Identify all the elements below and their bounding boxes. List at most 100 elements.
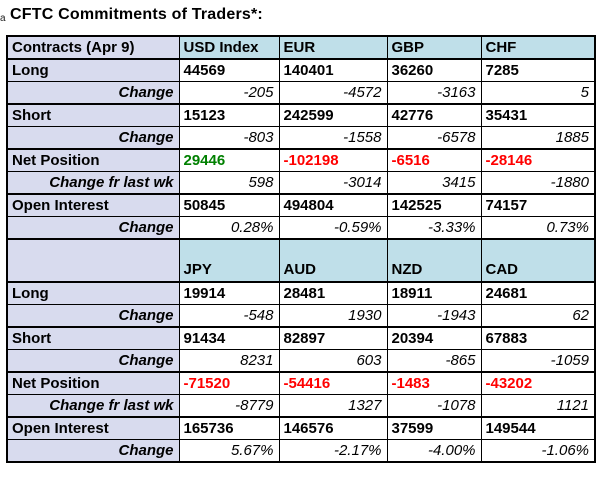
table-row: Long 19914 28481 18911 24681	[6, 281, 596, 305]
table-row: Long 44569 140401 36260 7285	[6, 58, 596, 82]
row-group-header-cell	[6, 238, 180, 283]
value-cell: -71520	[178, 371, 280, 395]
row-label-cell: Change	[6, 304, 180, 328]
table-row: Net Position -71520 -54416 -1483 -43202	[6, 371, 596, 395]
value-cell: -8779	[178, 394, 280, 418]
cot-table: Contracts (Apr 9) USD Index EUR GBP CHF Long 4…	[6, 35, 596, 463]
section-header-row: Contracts (Apr 9) USD Index EUR GBP CHF	[6, 35, 596, 60]
value-cell: 494804	[278, 193, 388, 217]
value-cell: 29446	[178, 148, 280, 172]
row-group-header-cell: Contracts (Apr 9)	[6, 35, 180, 60]
table-row: Change -548 1930 -1943 62	[6, 304, 596, 328]
value-cell: 603	[278, 349, 388, 373]
value-cell: 82897	[278, 326, 388, 350]
value-cell: -1558	[278, 126, 388, 150]
clipped-edge-glyph: a	[0, 13, 6, 24]
table-row: Change -803 -1558 -6578 1885	[6, 126, 596, 150]
row-label-cell: Change	[6, 439, 180, 463]
table-row: Short 15123 242599 42776 35431	[6, 103, 596, 127]
value-cell: -43202	[480, 371, 596, 395]
row-label-cell: Short	[6, 326, 180, 350]
value-cell: 1327	[278, 394, 388, 418]
value-cell: 15123	[178, 103, 280, 127]
row-label-cell: Change	[6, 81, 180, 105]
value-cell: 149544	[480, 416, 596, 440]
value-cell: 67883	[480, 326, 596, 350]
column-header-cell: CAD	[480, 238, 596, 283]
table-row: Change 0.28% -0.59% -3.33% 0.73%	[6, 216, 596, 240]
table-row: Change fr last wk -8779 1327 -1078 1121	[6, 394, 596, 418]
value-cell: -1943	[386, 304, 482, 328]
value-cell: 18911	[386, 281, 482, 305]
value-cell: 35431	[480, 103, 596, 127]
row-label-cell: Open Interest	[6, 416, 180, 440]
value-cell: 91434	[178, 326, 280, 350]
table-row: Open Interest 165736 146576 37599 149544	[6, 416, 596, 440]
value-cell: -6516	[386, 148, 482, 172]
value-cell: -1483	[386, 371, 482, 395]
value-cell: -1059	[480, 349, 596, 373]
value-cell: 1930	[278, 304, 388, 328]
page-title: CFTC Commitments of Traders*:	[10, 6, 263, 23]
value-cell: 19914	[178, 281, 280, 305]
value-cell: 44569	[178, 58, 280, 82]
value-cell: 1885	[480, 126, 596, 150]
value-cell: 7285	[480, 58, 596, 82]
row-label-cell: Change	[6, 126, 180, 150]
column-header-cell: JPY	[178, 238, 280, 283]
value-cell: 142525	[386, 193, 482, 217]
value-cell: -3014	[278, 171, 388, 195]
value-cell: -1880	[480, 171, 596, 195]
value-cell: -3163	[386, 81, 482, 105]
value-cell: 0.73%	[480, 216, 596, 240]
value-cell: 242599	[278, 103, 388, 127]
value-cell: -1.06%	[480, 439, 596, 463]
value-cell: 36260	[386, 58, 482, 82]
title-row: a CFTC Commitments of Traders*:	[0, 0, 600, 35]
row-label-cell: Change	[6, 349, 180, 373]
row-label-cell: Open Interest	[6, 193, 180, 217]
table-row: Change fr last wk 598 -3014 3415 -1880	[6, 171, 596, 195]
row-label-cell: Long	[6, 58, 180, 82]
column-header-cell: GBP	[386, 35, 482, 60]
value-cell: 74157	[480, 193, 596, 217]
value-cell: 50845	[178, 193, 280, 217]
value-cell: 5.67%	[178, 439, 280, 463]
value-cell: -54416	[278, 371, 388, 395]
table-row: Net Position 29446 -102198 -6516 -28146	[6, 148, 596, 172]
row-label-cell: Change	[6, 216, 180, 240]
value-cell: 62	[480, 304, 596, 328]
value-cell: 598	[178, 171, 280, 195]
value-cell: 146576	[278, 416, 388, 440]
column-header-cell: EUR	[278, 35, 388, 60]
column-header-cell: USD Index	[178, 35, 280, 60]
value-cell: 140401	[278, 58, 388, 82]
value-cell: -28146	[480, 148, 596, 172]
value-cell: -6578	[386, 126, 482, 150]
row-label-cell: Long	[6, 281, 180, 305]
value-cell: -4.00%	[386, 439, 482, 463]
column-header-cell: CHF	[480, 35, 596, 60]
value-cell: -803	[178, 126, 280, 150]
table-row: Open Interest 50845 494804 142525 74157	[6, 193, 596, 217]
value-cell: 37599	[386, 416, 482, 440]
value-cell: 165736	[178, 416, 280, 440]
table-row: Short 91434 82897 20394 67883	[6, 326, 596, 350]
value-cell: 0.28%	[178, 216, 280, 240]
value-cell: -102198	[278, 148, 388, 172]
column-header-cell: NZD	[386, 238, 482, 283]
table-row: Change -205 -4572 -3163 5	[6, 81, 596, 105]
value-cell: 8231	[178, 349, 280, 373]
row-label-cell: Net Position	[6, 371, 180, 395]
value-cell: 3415	[386, 171, 482, 195]
row-label-cell: Change fr last wk	[6, 171, 180, 195]
value-cell: -205	[178, 81, 280, 105]
cot-table-body: Contracts (Apr 9) USD Index EUR GBP CHF Long 4…	[6, 35, 596, 463]
table-row: Change 8231 603 -865 -1059	[6, 349, 596, 373]
value-cell: -3.33%	[386, 216, 482, 240]
value-cell: -865	[386, 349, 482, 373]
table-row: Change 5.67% -2.17% -4.00% -1.06%	[6, 439, 596, 463]
value-cell: 24681	[480, 281, 596, 305]
column-header-cell: AUD	[278, 238, 388, 283]
